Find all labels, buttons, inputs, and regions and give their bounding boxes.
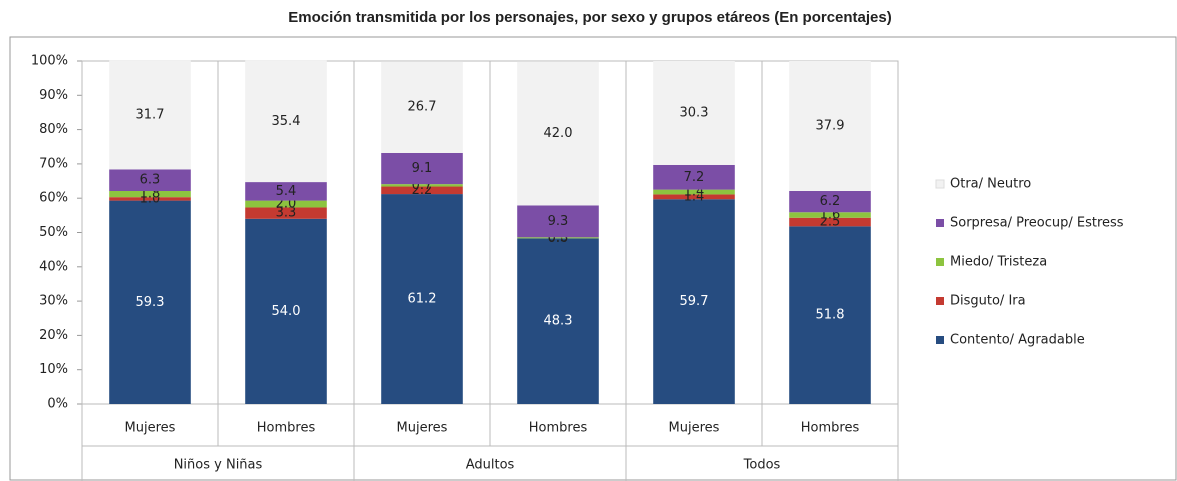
bar-segment <box>653 61 735 165</box>
data-label: 48.3 <box>544 314 573 329</box>
x-tick-label: Hombres <box>257 421 316 436</box>
legend-label: Disguto/ Ira <box>950 294 1026 309</box>
data-label: 9.1 <box>412 161 433 176</box>
legend-label: Sorpresa/ Preocup/ Estress <box>950 216 1124 231</box>
x-tick-label: Hombres <box>801 421 860 436</box>
chart-title: Emoción transmitida por los personajes, … <box>288 9 892 26</box>
y-tick-label: 70% <box>39 156 68 171</box>
bar-segment <box>517 205 599 238</box>
x-tick-label: Mujeres <box>669 421 720 436</box>
legend-label: Contento/ Agradable <box>950 333 1085 348</box>
data-label: 9.3 <box>548 214 569 229</box>
data-label: 30.3 <box>680 105 709 120</box>
bar-segment <box>109 197 191 201</box>
y-tick-label: 60% <box>39 191 68 206</box>
bar-segment <box>517 238 599 404</box>
legend-label: Miedo/ Tristeza <box>950 255 1047 270</box>
chart-frame <box>9 36 1177 481</box>
y-tick-label: 90% <box>39 88 68 103</box>
data-label: 51.8 <box>816 308 845 323</box>
group-label: Todos <box>743 458 781 473</box>
bar-segment <box>109 60 191 170</box>
bar-segment <box>245 218 327 404</box>
data-label: 6.3 <box>140 173 161 188</box>
y-tick-label: 80% <box>39 122 68 137</box>
data-label: 7.2 <box>684 170 705 185</box>
legend-swatch <box>936 297 944 305</box>
bar-segment <box>245 200 327 208</box>
bar-segment <box>517 61 599 206</box>
data-label: 31.7 <box>136 108 165 123</box>
data-label: 42.0 <box>544 126 573 141</box>
data-label: 2.5 <box>820 215 841 230</box>
bar-segment <box>653 189 735 195</box>
legend-label: Otra/ Neutro <box>950 177 1031 192</box>
data-label: 2.2 <box>412 183 433 198</box>
bar-segment <box>653 164 735 190</box>
data-label: 59.3 <box>136 295 165 310</box>
y-tick-label: 30% <box>39 294 68 309</box>
bar-segment <box>789 61 871 191</box>
bar-segment <box>245 182 327 201</box>
bar-segment <box>109 200 191 404</box>
y-tick-label: 20% <box>39 328 68 343</box>
bar-segment <box>517 237 599 239</box>
bar-segment <box>381 186 463 195</box>
y-tick-label: 50% <box>39 225 68 240</box>
x-tick-label: Hombres <box>529 421 588 436</box>
bar-segment <box>381 184 463 187</box>
legend-swatch <box>936 258 944 266</box>
bar-segment <box>381 194 463 404</box>
bar-segment <box>789 226 871 404</box>
bar-segment <box>653 194 735 200</box>
x-tick-label: Mujeres <box>125 421 176 436</box>
group-label: Adultos <box>466 458 515 473</box>
data-label: 26.7 <box>408 100 437 115</box>
bar-segment <box>789 212 871 218</box>
y-tick-label: 40% <box>39 259 68 274</box>
x-tick-label: Mujeres <box>397 421 448 436</box>
bar-segment <box>381 152 463 185</box>
data-label: 3.3 <box>276 206 297 221</box>
data-label: 61.2 <box>408 292 437 307</box>
bar-segment <box>245 207 327 219</box>
bar-segment <box>245 60 327 183</box>
data-label: 37.9 <box>816 118 845 133</box>
group-label: Niños y Niñas <box>174 458 263 473</box>
data-label: 59.7 <box>680 294 709 309</box>
data-label: 54.0 <box>272 304 301 319</box>
y-tick-label: 10% <box>39 362 68 377</box>
legend-swatch <box>935 179 945 189</box>
data-label: 5.4 <box>276 184 297 199</box>
data-label: 35.4 <box>272 114 301 129</box>
legend-swatch <box>936 219 944 227</box>
bar-segment <box>789 217 871 227</box>
y-tick-label: 100% <box>31 54 68 69</box>
bar-segment <box>109 190 191 198</box>
legend-swatch <box>936 336 944 344</box>
bar-segment <box>653 199 735 404</box>
bar-segment <box>109 169 191 191</box>
bar-segment <box>789 190 871 213</box>
data-label: 6.2 <box>820 194 841 209</box>
bar-segment <box>381 61 463 153</box>
y-tick-label: 0% <box>47 397 68 412</box>
